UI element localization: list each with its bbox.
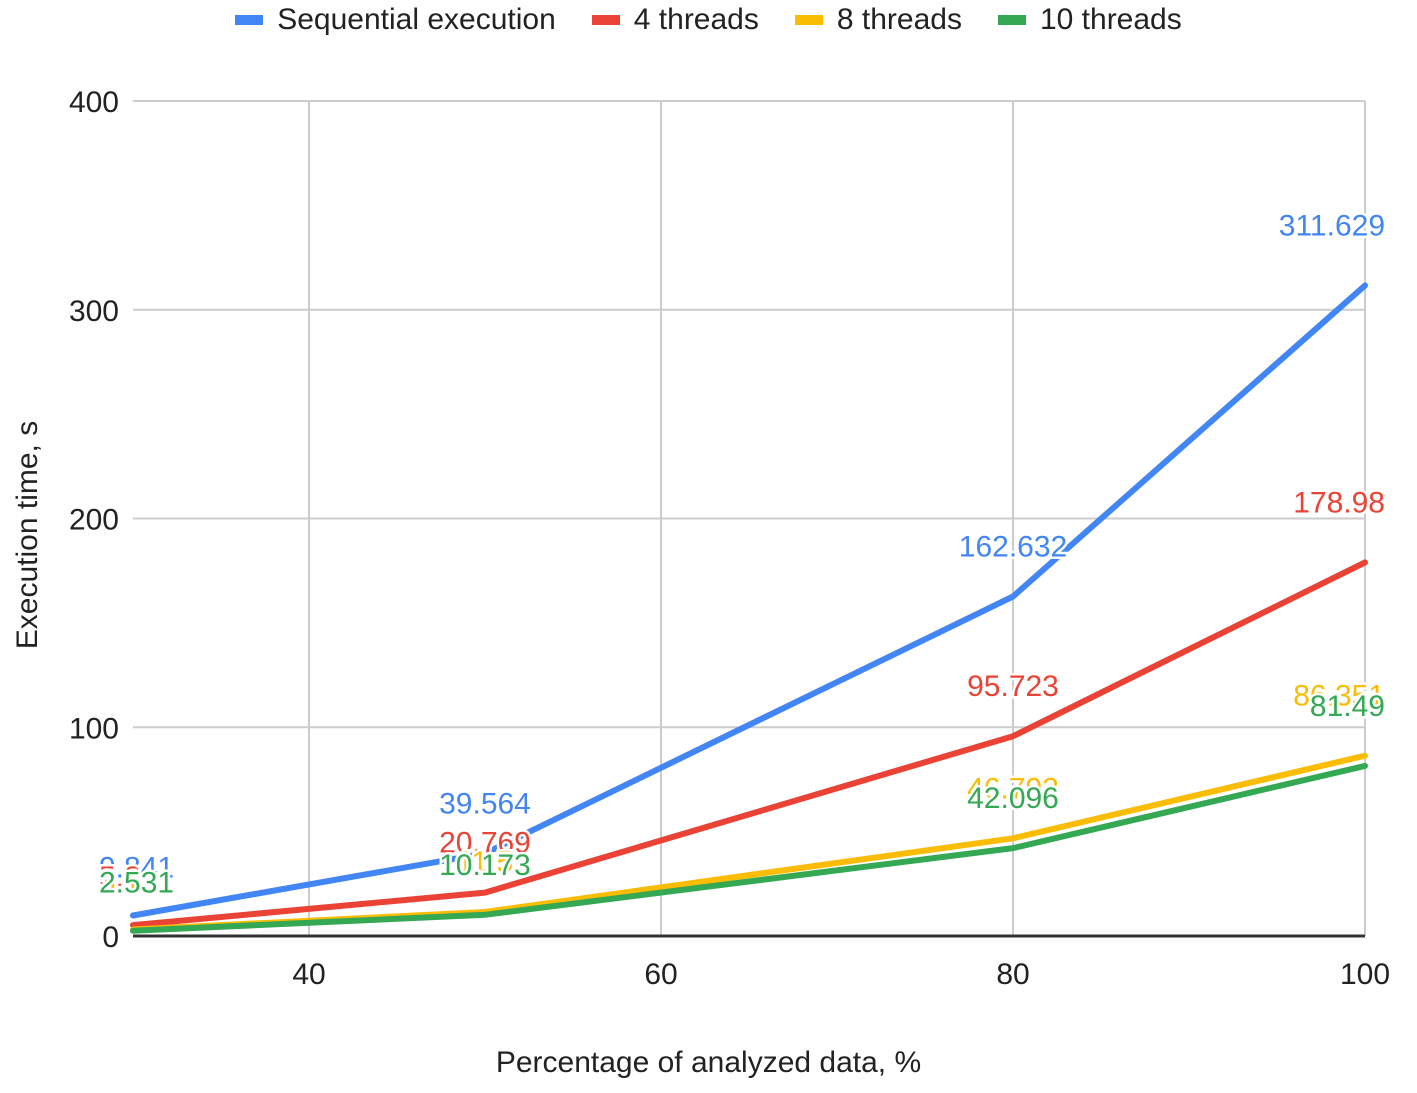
legend-label-10-threads: 10 threads [1039,3,1182,36]
x-tick-label: 80 [996,958,1029,991]
y-axis-title: Execution time, s [11,420,44,650]
data-label: 9.841 [99,851,174,884]
data-label: 95.723 [967,670,1059,703]
y-tick-label: 200 [69,504,119,537]
data-label: 311.629 [1279,209,1385,242]
y-tick-label: 400 [69,86,119,119]
x-tick-label: 40 [292,958,325,991]
x-tick-label: 60 [644,958,677,991]
data-label: 86.351 [1293,680,1385,713]
data-label: 3.1 [99,866,141,899]
x-axis-title: Percentage of analyzed data, % [495,1046,922,1079]
legend-item-8-threads[interactable]: 8 threads [794,3,962,37]
data-label: 10.173 [439,849,531,882]
legend-swatch-4-threads [591,15,620,25]
legend-item-sequential[interactable]: Sequential execution [235,3,556,37]
data-label: 11.5 [457,846,513,879]
series-line-2 [130,752,1368,933]
data-label: 5.2 [99,861,141,894]
legend-label-8-threads: 8 threads [836,3,962,36]
y-tick-label: 100 [69,712,119,745]
legend-label-sequential: Sequential execution [277,3,556,36]
data-label: 46.792 [967,772,1059,805]
legend-item-10-threads[interactable]: 10 threads [997,3,1182,37]
series-line-1 [130,559,1368,929]
series-line-0 [130,282,1368,919]
data-label: 20.769 [439,827,531,860]
x-tick-label: 100 [1340,958,1390,991]
data-label: 162.632 [959,531,1067,564]
data-label: 39.564 [439,787,531,820]
legend-swatch-sequential [235,15,264,25]
data-label: 42.096 [967,782,1059,815]
series-line-3 [130,762,1368,934]
data-label: 2.531 [99,867,174,900]
legend-label-4-threads: 4 threads [633,3,759,36]
data-label: 178.98 [1293,486,1385,519]
legend-swatch-10-threads [997,15,1026,25]
legend-item-4-threads[interactable]: 4 threads [591,3,759,37]
legend-swatch-8-threads [794,15,823,25]
y-tick-label: 300 [69,295,119,328]
data-label: 81.49 [1310,690,1385,723]
legend: Sequential execution 4 threads 8 threads… [0,0,1417,40]
y-tick-label: 0 [102,921,119,954]
